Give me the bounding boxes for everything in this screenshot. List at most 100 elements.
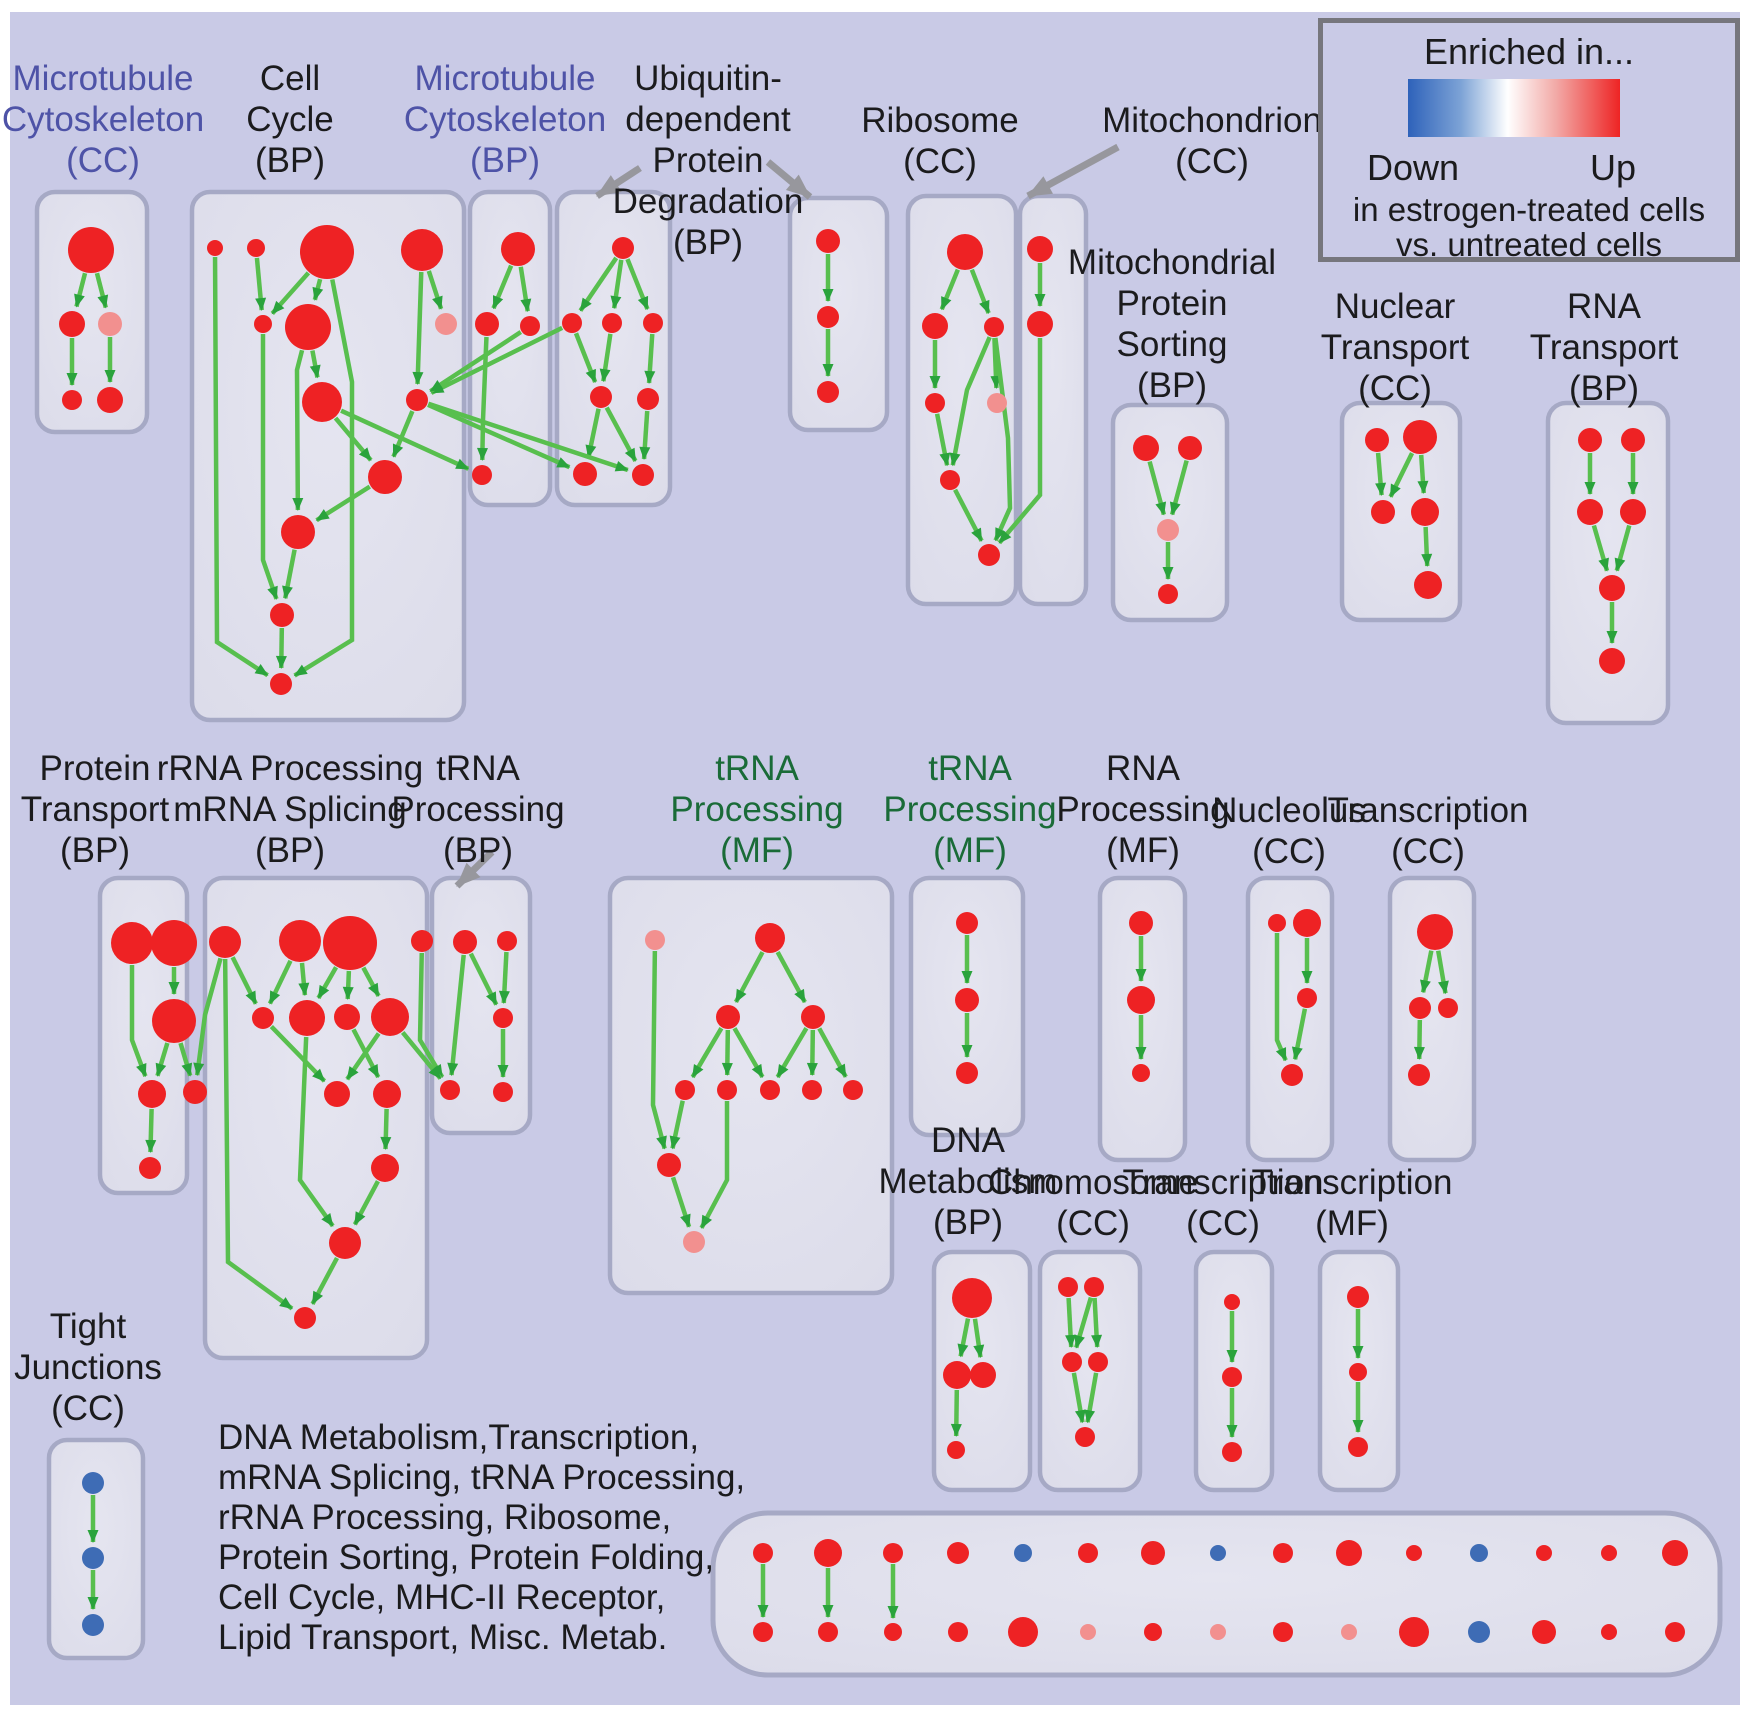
go-term-node: [952, 1278, 992, 1318]
go-term-node: [334, 1004, 360, 1030]
go-edge-arrow: [732, 1027, 765, 1079]
go-edge-arrow: [817, 1027, 848, 1078]
go-term-node: [1601, 1624, 1617, 1640]
go-term-node: [1403, 420, 1437, 454]
go-edge-arrow: [1388, 452, 1415, 498]
go-term-node: [1133, 435, 1159, 461]
legend-subtitle-2: vs. untreated cells: [1396, 226, 1662, 263]
go-term-node: [1273, 1543, 1293, 1563]
go-term-node: [645, 930, 665, 950]
go-term-node: [1080, 1624, 1096, 1640]
cluster-label-trna-processing-mf-1: tRNA Processing (MF): [670, 749, 844, 870]
go-edge-arrow: [260, 334, 279, 600]
go-term-node: [302, 382, 342, 422]
go-term-node: [82, 1547, 104, 1569]
go-edge-arrow: [670, 1176, 692, 1228]
go-term-node: [68, 227, 114, 273]
go-edge-arrow: [957, 1318, 971, 1358]
go-edge-arrow: [297, 1036, 335, 1228]
go-term-node: [562, 313, 582, 333]
go-term-node: [970, 1362, 996, 1388]
go-term-node: [657, 1153, 681, 1177]
go-edge-arrow: [518, 266, 532, 313]
cluster-label-mito-protein-sorting-bp: Mitochondrial Protein Sorting (BP): [1067, 243, 1277, 405]
go-edge-arrow: [430, 325, 564, 395]
go-edge-arrow: [361, 966, 381, 997]
go-edge-arrow: [345, 1032, 381, 1081]
go-edge-arrow: [400, 1031, 443, 1080]
go-term-node: [1014, 1544, 1032, 1562]
go-term-node: [1438, 998, 1458, 1018]
cluster-box-nuclear-transport-cc: [1339, 400, 1463, 623]
go-term-node: [520, 316, 540, 336]
go-term-node: [401, 229, 443, 271]
go-edge-arrow: [993, 337, 1013, 542]
go-term-node: [1621, 428, 1645, 452]
go-edge-arrow: [950, 1389, 962, 1438]
go-term-node: [922, 313, 948, 339]
go-term-node: [497, 931, 517, 951]
go-term-node: [1222, 1367, 1242, 1387]
go-term-node: [139, 1157, 161, 1179]
go-term-node: [98, 312, 122, 336]
go-term-node: [883, 1543, 903, 1563]
go-term-node: [406, 389, 428, 411]
go-edge-arrow: [573, 332, 598, 384]
cluster-label-protein-transport-bp: Protein Transport (BP): [20, 749, 170, 870]
go-term-node: [151, 920, 197, 966]
go-edge-arrow: [498, 951, 510, 1005]
go-term-node: [956, 1062, 978, 1084]
go-term-node: [183, 1080, 207, 1104]
go-edge-arrow: [934, 413, 951, 467]
go-edge-arrow: [1091, 1297, 1103, 1349]
go-term-node: [1577, 499, 1603, 525]
cluster-label-cell-cycle-bp: Cell Cycle (BP): [246, 59, 334, 180]
go-term-node: [1536, 1545, 1552, 1561]
go-edge-arrow: [939, 268, 960, 311]
go-term-node: [1281, 1064, 1303, 1086]
go-edge-arrow: [650, 950, 667, 1150]
go-term-node: [1078, 1543, 1098, 1563]
go-term-node: [1127, 986, 1155, 1014]
go-term-node: [1268, 914, 1286, 932]
cluster-label-transcription-cc-bot: Transcription (CC): [1122, 1163, 1324, 1243]
go-edge-arrow: [269, 1025, 327, 1083]
go-edge-arrow: [491, 264, 514, 310]
go-term-node: [716, 1005, 740, 1029]
go-term-node: [816, 229, 840, 253]
cluster-label-trna-processing-mf-2: tRNA Processing (MF): [883, 749, 1057, 870]
go-edge-arrow: [275, 627, 287, 670]
go-edge-arrow: [1420, 950, 1434, 994]
go-term-node: [373, 1080, 401, 1108]
go-term-node: [209, 926, 241, 958]
go-term-node: [329, 1227, 361, 1259]
go-term-node: [1084, 1277, 1104, 1297]
go-term-node: [111, 922, 153, 964]
go-edge-arrow: [298, 962, 310, 997]
go-term-node: [602, 313, 622, 333]
go-edge-arrow: [1147, 460, 1167, 516]
go-term-node: [760, 1080, 780, 1100]
go-edge-arrow: [155, 1042, 170, 1077]
go-term-node: [1178, 436, 1202, 460]
cluster-label-microtubule-bp: Microtubule Cytoskeleton (BP): [403, 59, 607, 180]
merged-clusters-box: [710, 1510, 1723, 1678]
go-term-node: [1210, 1624, 1226, 1640]
go-edge-arrow: [644, 333, 656, 385]
cluster-box-rrna-mrna-bp: [202, 875, 430, 1361]
go-term-node: [1141, 1541, 1165, 1565]
go-term-node: [1210, 1545, 1226, 1561]
go-edge-arrow: [94, 272, 109, 309]
go-term-node: [1062, 1352, 1082, 1372]
cluster-label-transcription-cc-mid: Transcription (CC): [1327, 791, 1529, 871]
go-term-node: [1027, 311, 1053, 337]
go-term-node: [281, 515, 315, 549]
go-term-node: [1417, 914, 1453, 950]
cluster-label-nuclear-transport-cc: Nuclear Transport (CC): [1320, 287, 1470, 408]
go-edge-arrow: [733, 951, 765, 1004]
go-term-node: [411, 930, 433, 952]
go-edge-arrow: [427, 401, 629, 473]
go-edge-arrow: [316, 966, 339, 1000]
go-edge-arrow: [639, 410, 651, 461]
